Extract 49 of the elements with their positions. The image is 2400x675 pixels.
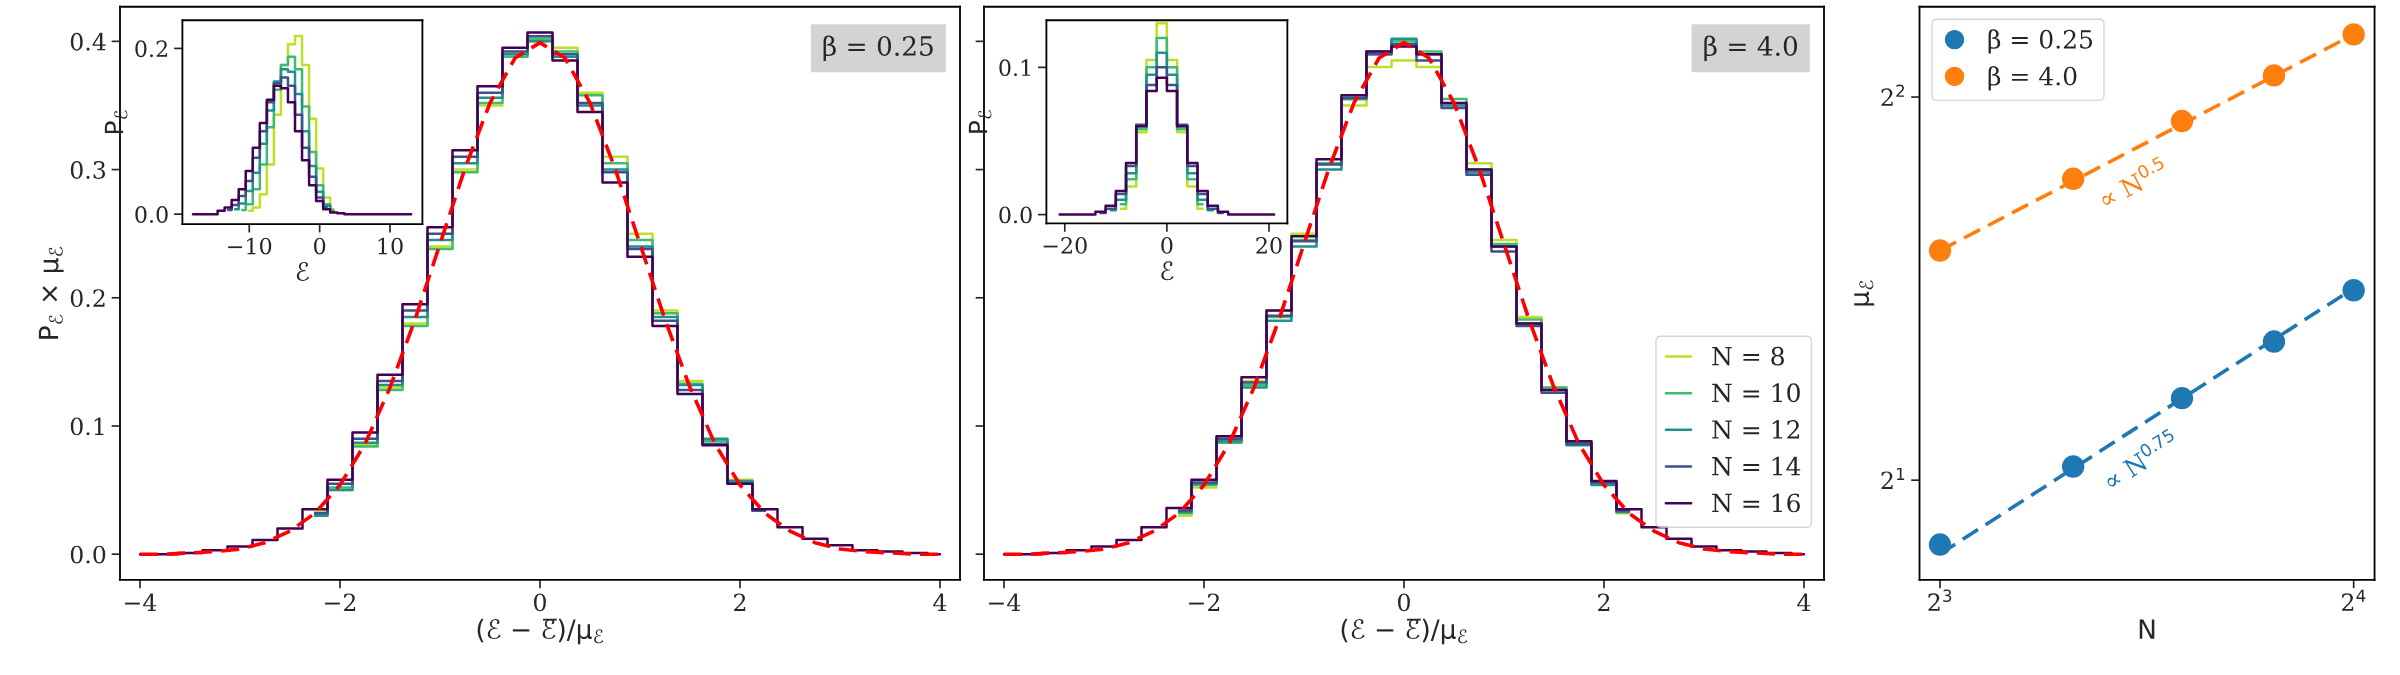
y-tick-label: 0.4	[70, 32, 106, 51]
x-tick-label: −10	[228, 237, 272, 255]
legend-label: β = 4.0	[1988, 66, 2077, 91]
x-tick-label: 0	[314, 237, 326, 255]
x-axis-title: ℰ	[1161, 261, 1174, 281]
legend-label: N = 16	[1712, 493, 1800, 513]
x-tick-label: −4	[989, 593, 1021, 611]
y-tick-label: 2$^{1}$	[1881, 467, 1905, 489]
x-tick-label: 20	[1256, 237, 1282, 254]
x-tick-label: 0	[1161, 237, 1173, 254]
x-tick-label: −4	[125, 593, 157, 611]
x-tick-label: 2$^{3}$	[1928, 589, 1952, 611]
y-axis-title: P$_{ℰ}$ × μ$_{ℰ}$	[38, 246, 64, 339]
y-tick-label: 0.1	[70, 417, 104, 436]
y-axis-title: P$_{ℰ}$	[968, 110, 992, 133]
y-tick-label: 0.0	[135, 206, 168, 223]
legend-label: β = 0.25	[1988, 29, 2093, 54]
x-tick-label: −2	[325, 593, 356, 611]
annotation: β = 0.25	[823, 35, 933, 62]
x-tick-label: 2$^{4}$	[2342, 589, 2366, 611]
x-tick-label: 10	[378, 237, 403, 255]
x-axis-title: N	[2139, 619, 2155, 639]
x-tick-label: 4	[933, 593, 947, 611]
y-tick-label: 0.2	[70, 289, 105, 308]
x-tick-label: −20	[1043, 237, 1087, 254]
x-tick-label: −2	[1189, 593, 1220, 611]
x-axis-title: ℰ	[296, 262, 309, 281]
y-tick-label: 0.0	[70, 545, 106, 564]
annotation: ∝ N$^{0.5}$	[2096, 155, 2170, 209]
legend-label: N = 14	[1712, 456, 1801, 476]
x-tick-label: 2	[1598, 593, 1610, 611]
x-tick-label: 0	[1398, 593, 1410, 612]
y-tick-label: 0.0	[999, 206, 1032, 224]
y-tick-label: 0.1	[999, 59, 1031, 77]
annotation: β = 4.0	[1704, 35, 1798, 62]
x-tick-label: 0	[534, 593, 546, 612]
y-tick-label: 2$^{2}$	[1881, 84, 1904, 106]
annotation: ∝ N$^{0.75}$	[2100, 428, 2181, 491]
y-axis-title: μ$_{ℰ}$	[1854, 280, 1875, 306]
legend-label: N = 8	[1712, 346, 1784, 366]
legend-label: N = 10	[1712, 383, 1800, 403]
y-tick-label: 0.2	[135, 40, 168, 58]
x-tick-label: 4	[1797, 593, 1811, 611]
x-tick-label: 2	[734, 593, 746, 611]
legend-label: N = 12	[1712, 420, 1800, 439]
x-axis-title: (ℰ − ℰ̅)/μ$_{ℰ}$	[477, 618, 604, 645]
x-axis-title: (ℰ − ℰ̅)/μ$_{ℰ}$	[1341, 618, 1468, 645]
y-tick-label: 0.3	[70, 161, 106, 179]
y-axis-title: P$_{ℰ}$	[104, 110, 128, 134]
